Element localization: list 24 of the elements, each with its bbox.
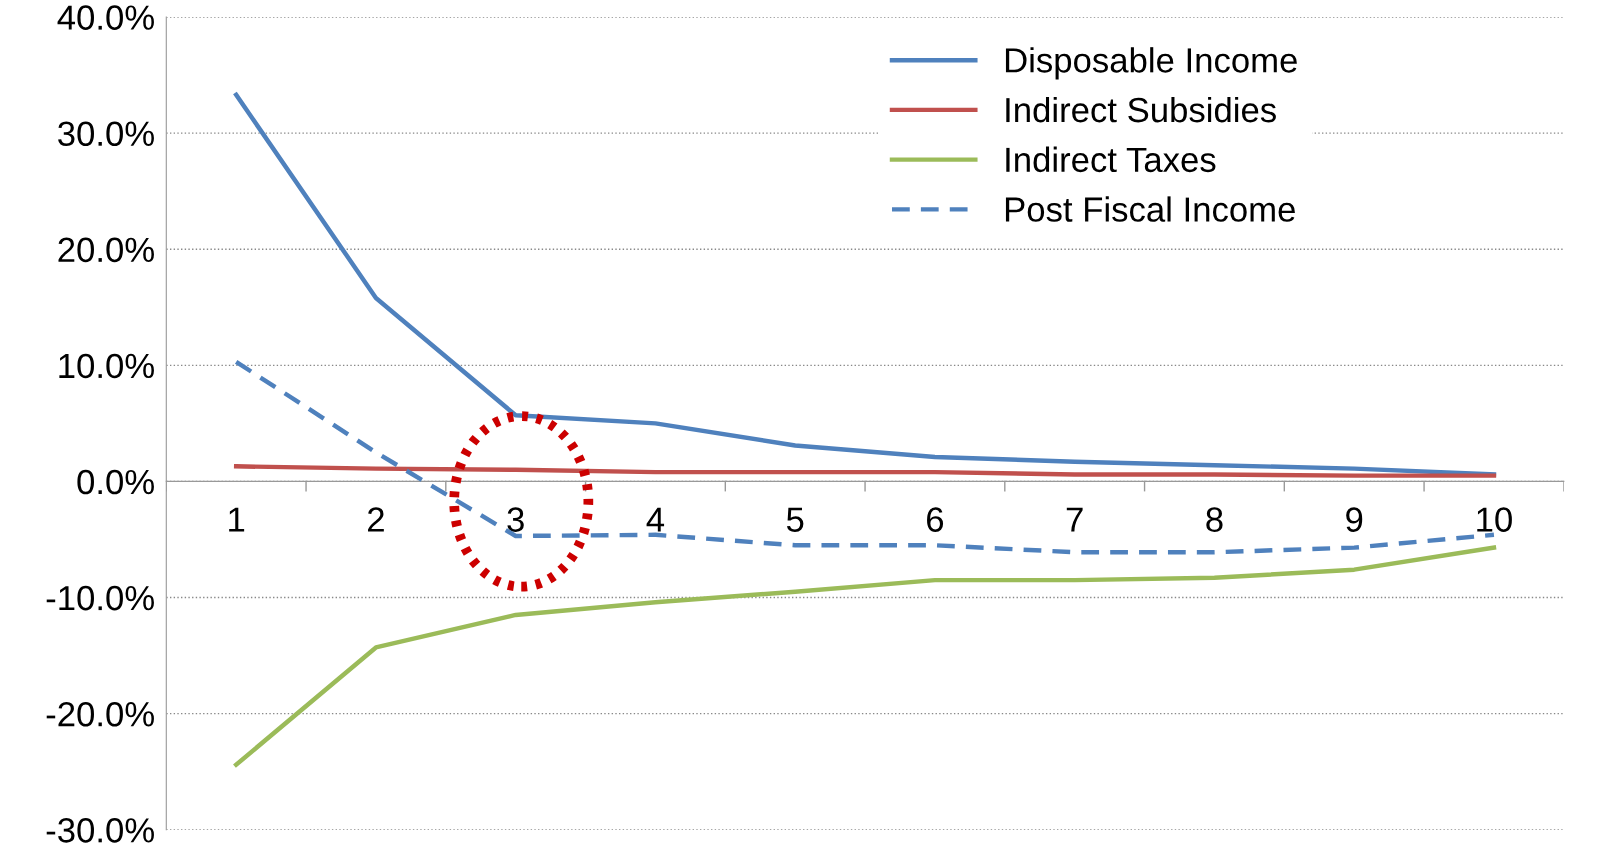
- y-tick-label: 40.0%: [57, 5, 154, 30]
- legend-label: Disposable Income: [1005, 47, 1297, 80]
- x-tick-label: 3: [507, 507, 524, 532]
- y-tick-label: -30.0%: [46, 818, 154, 843]
- y-tick-label: 20.0%: [58, 237, 154, 263]
- x-tick-label: 2: [368, 507, 384, 532]
- x-tick-label: 1: [229, 507, 245, 532]
- y-tick-label: 30.0%: [58, 121, 154, 147]
- line-series: [233, 464, 1497, 478]
- y-tick-label: 0.0%: [77, 469, 154, 495]
- y-tick-label: -10.0%: [46, 585, 154, 611]
- legend-label: Indirect Taxes: [1006, 146, 1216, 173]
- x-tick-label: 10: [1477, 507, 1512, 532]
- y-tick-label: 10.0%: [59, 353, 154, 379]
- legend-label: Indirect Subsidies: [1006, 96, 1276, 123]
- x-tick-label: 7: [1066, 507, 1083, 532]
- x-tick-label: 4: [646, 507, 665, 532]
- x-tick-label: 6: [927, 507, 944, 532]
- x-tick-label: 5: [786, 507, 804, 532]
- legend-label: Post Fiscal Income: [1005, 196, 1295, 222]
- x-tick-label: 9: [1346, 507, 1363, 532]
- line-series: [233, 545, 1497, 767]
- x-tick-label: 8: [1206, 507, 1223, 532]
- y-tick-label: -20.0%: [46, 701, 154, 727]
